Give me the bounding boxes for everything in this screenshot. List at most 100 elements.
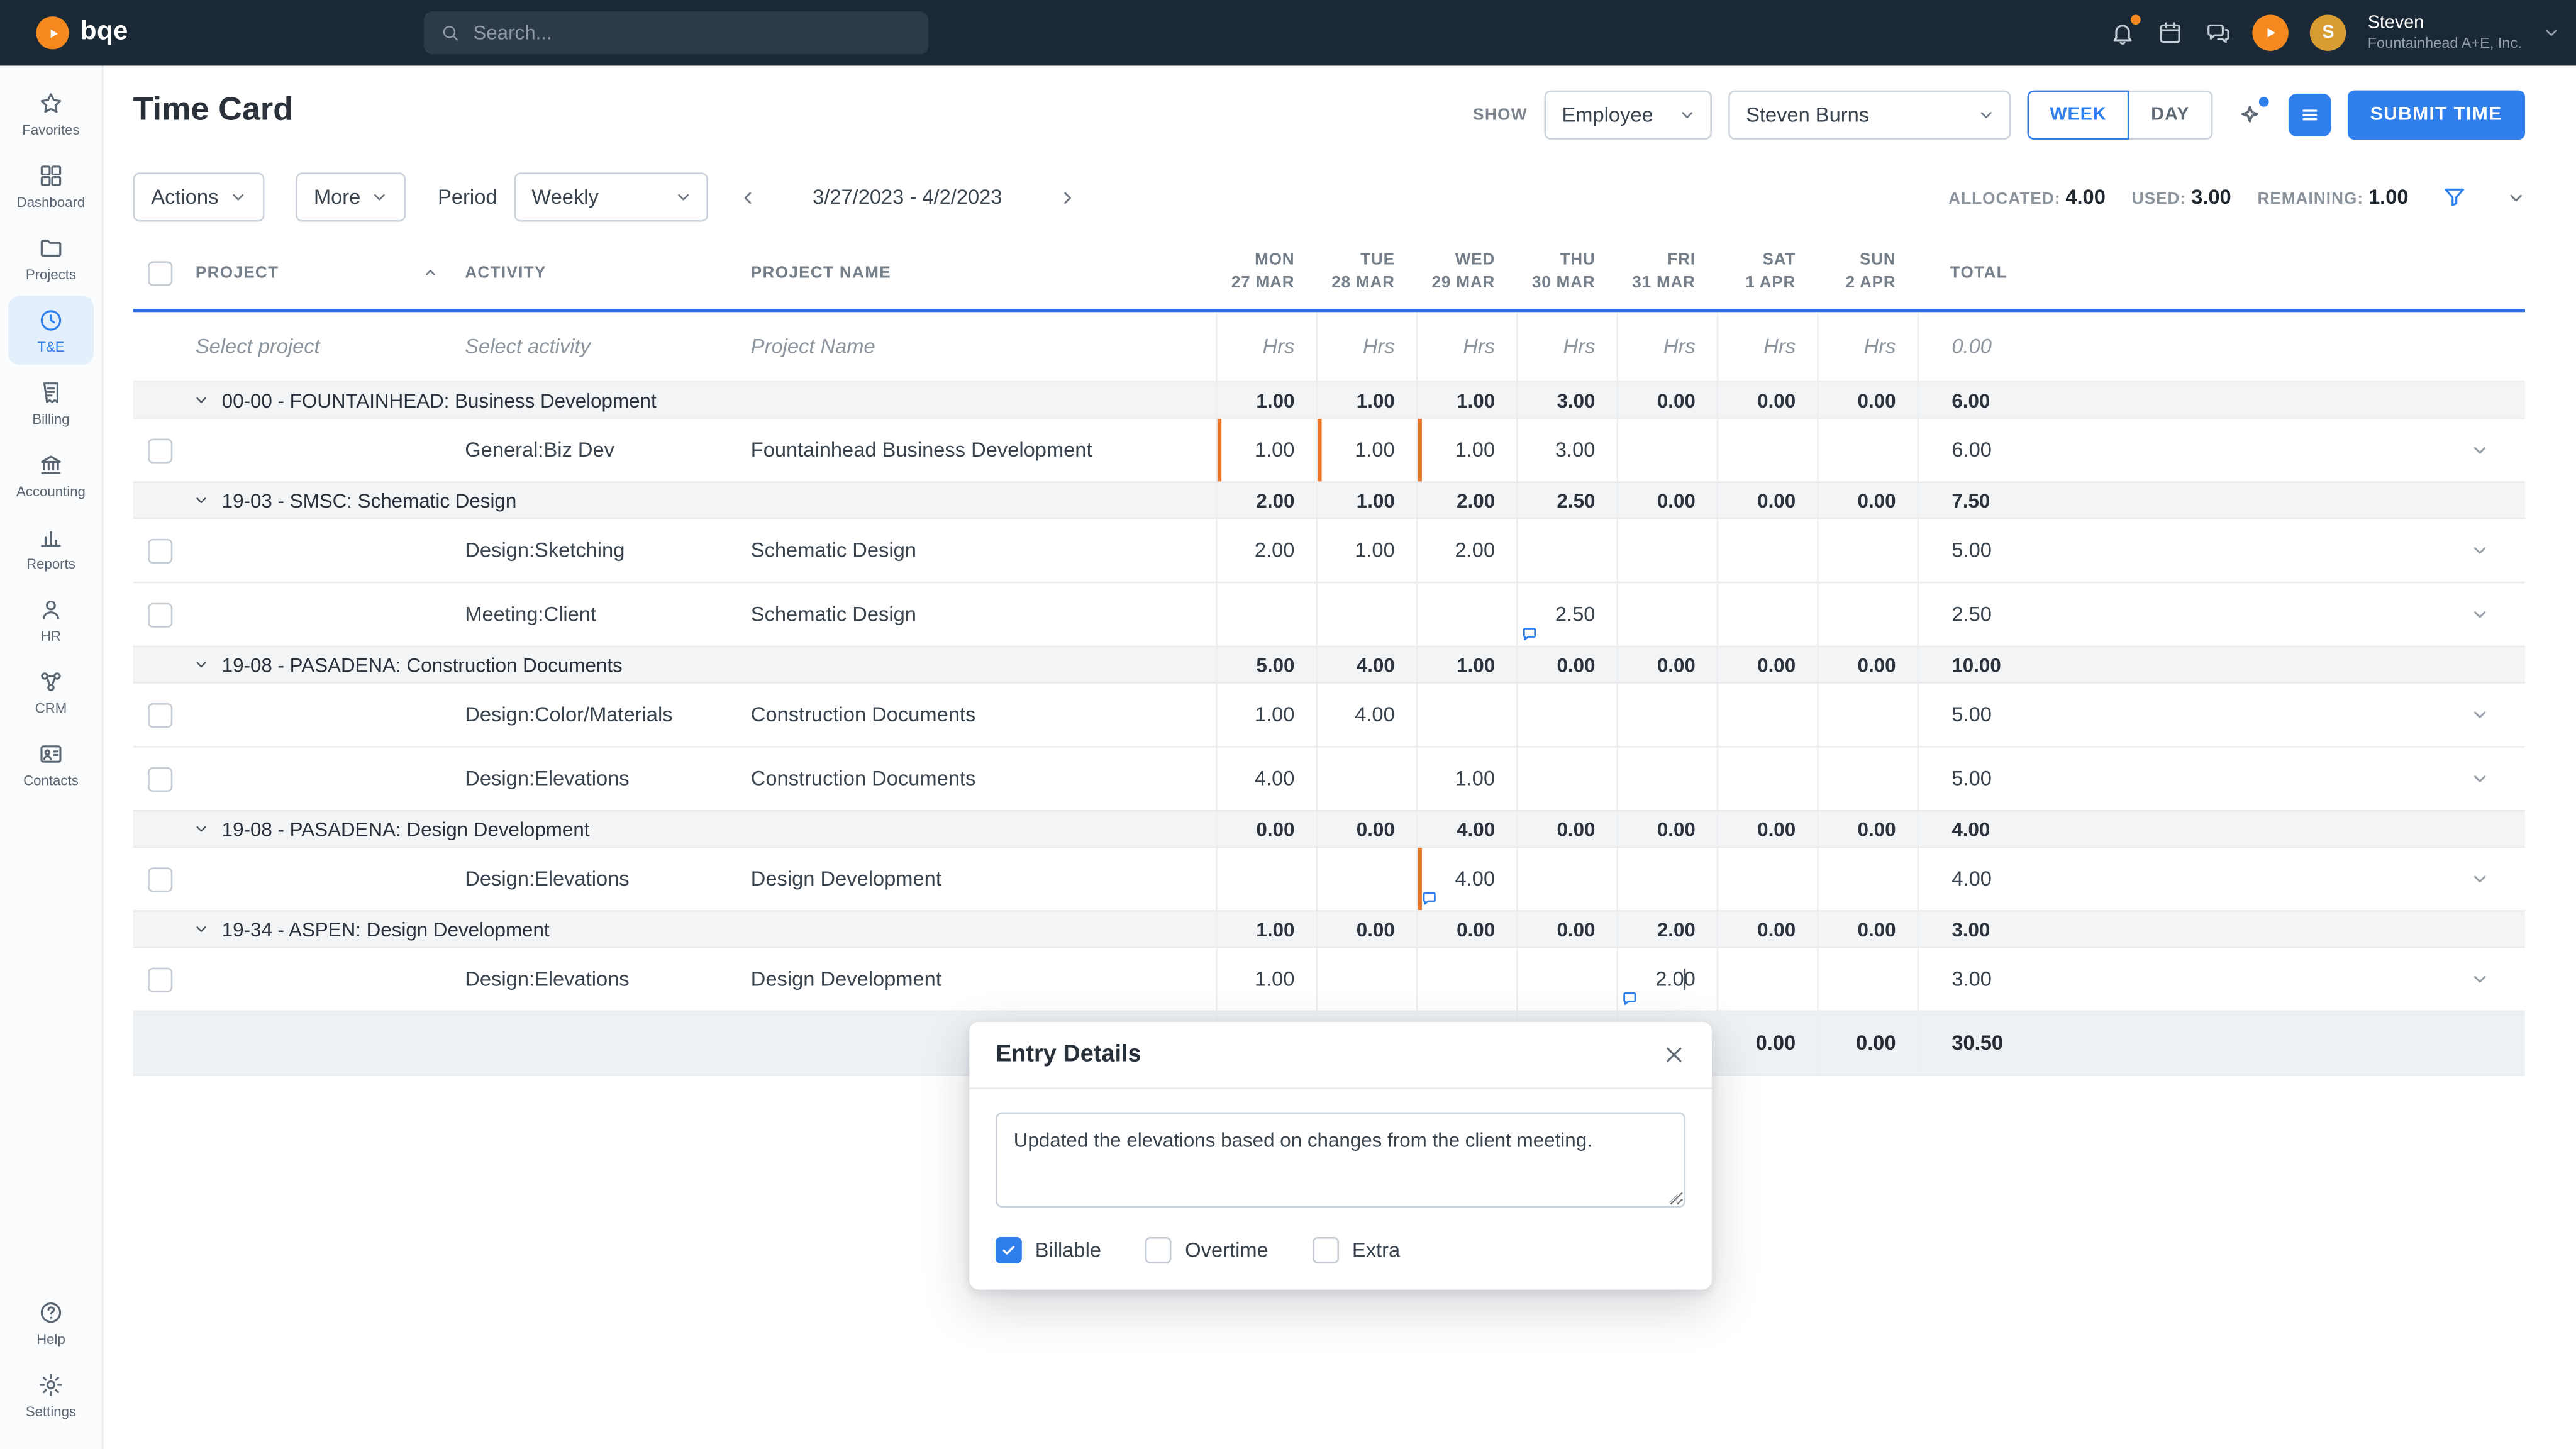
hours-input-cell[interactable]: Hrs <box>1516 312 1616 382</box>
row-checkbox[interactable] <box>148 438 173 463</box>
hours-cell[interactable] <box>1216 847 1316 911</box>
chevron-down-icon[interactable] <box>2471 541 2489 560</box>
hours-cell[interactable] <box>1616 583 1716 646</box>
entry-memo-textarea[interactable]: Updated the elevations based on changes … <box>996 1112 1686 1208</box>
hours-cell[interactable] <box>1516 948 1616 1011</box>
hours-cell[interactable] <box>1616 747 1716 810</box>
note-icon[interactable] <box>1521 626 1538 642</box>
chevron-down-icon[interactable] <box>2471 606 2489 624</box>
row-checkbox[interactable] <box>148 967 173 992</box>
row-checkbox[interactable] <box>148 602 173 627</box>
employee-select[interactable]: Steven Burns <box>1728 90 2011 140</box>
sidebar-item-dashboard[interactable]: Dashboard <box>8 151 94 220</box>
hours-cell[interactable] <box>1616 683 1716 746</box>
hours-cell[interactable] <box>1716 683 1817 746</box>
chevron-down-icon[interactable] <box>2471 706 2489 724</box>
checked-checkbox[interactable] <box>996 1237 1022 1263</box>
hours-cell[interactable] <box>1516 519 1616 582</box>
chevron-down-icon[interactable] <box>194 392 209 408</box>
sidebar-item-help[interactable]: Help <box>8 1288 94 1357</box>
date-range[interactable]: 3/27/2023 - 4/2/2023 <box>813 186 1002 209</box>
calendar-button[interactable] <box>2157 19 2184 46</box>
messages-button[interactable] <box>2205 19 2231 46</box>
brand-logo[interactable]: bqe <box>36 0 128 65</box>
timer-button[interactable] <box>2252 14 2289 51</box>
hours-cell[interactable] <box>1616 847 1716 911</box>
sidebar-item-hr[interactable]: HR <box>8 585 94 654</box>
hours-input-cell[interactable]: Hrs <box>1716 312 1817 382</box>
chevron-down-icon[interactable] <box>2471 970 2489 989</box>
hours-cell[interactable] <box>1716 847 1817 911</box>
previous-week-button[interactable] <box>730 179 766 215</box>
hours-cell[interactable] <box>1416 948 1516 1011</box>
hours-cell[interactable]: 4.00 <box>1316 683 1416 746</box>
hours-cell[interactable]: 1.00 <box>1216 948 1316 1011</box>
chevron-down-icon[interactable] <box>194 657 209 672</box>
chevron-down-icon[interactable] <box>194 493 209 508</box>
hours-cell[interactable]: 1.00 <box>1216 419 1316 482</box>
hours-cell[interactable]: 2.50 <box>1516 583 1616 646</box>
row-checkbox[interactable] <box>148 866 173 892</box>
note-icon[interactable] <box>1621 991 1638 1007</box>
hours-cell[interactable] <box>1716 419 1817 482</box>
hours-cell[interactable] <box>1716 519 1817 582</box>
show-by-select[interactable]: Employee <box>1543 90 1712 140</box>
hours-cell[interactable] <box>1817 519 1917 582</box>
hours-cell[interactable] <box>1316 948 1416 1011</box>
chevron-down-icon[interactable] <box>2507 188 2525 206</box>
hours-cell[interactable] <box>1316 583 1416 646</box>
hours-cell[interactable]: 1.00 <box>1416 419 1516 482</box>
chevron-down-icon[interactable] <box>2471 441 2489 459</box>
sidebar-item-contacts[interactable]: Contacts <box>8 730 94 799</box>
checkbox-extra[interactable]: Extra <box>1313 1237 1400 1263</box>
hours-cell[interactable] <box>1616 519 1716 582</box>
sidebar-item-billing[interactable]: Billing <box>8 368 94 437</box>
hours-cell[interactable] <box>1817 583 1917 646</box>
hours-cell[interactable]: 2.00 <box>1616 948 1716 1011</box>
close-icon[interactable] <box>1663 1043 1686 1067</box>
favorites-shortcut-button[interactable] <box>2229 94 2272 136</box>
hours-cell[interactable]: 2.00 <box>1216 519 1316 582</box>
chevron-down-icon[interactable] <box>2543 25 2560 41</box>
checkbox-overtime[interactable]: Overtime <box>1145 1237 1269 1263</box>
more-button[interactable]: More <box>296 172 407 222</box>
search-input[interactable] <box>473 21 912 45</box>
sidebar-item-crm[interactable]: CRM <box>8 657 94 726</box>
hours-cell[interactable]: 4.00 <box>1216 747 1316 810</box>
chevron-down-icon[interactable] <box>2471 870 2489 888</box>
hours-input-cell[interactable]: Hrs <box>1616 312 1716 382</box>
hours-input-cell[interactable]: Hrs <box>1216 312 1316 382</box>
select-all-checkbox[interactable] <box>148 260 173 286</box>
unchecked-checkbox[interactable] <box>1313 1237 1340 1263</box>
hours-cell[interactable] <box>1316 747 1416 810</box>
filter-icon[interactable] <box>2441 184 2468 211</box>
chevron-down-icon[interactable] <box>2471 770 2489 788</box>
sidebar-item-favorites[interactable]: Favorites <box>8 79 94 148</box>
sidebar-item-t-e[interactable]: T&E <box>8 296 94 365</box>
period-select[interactable]: Weekly <box>513 172 708 222</box>
hours-cell[interactable] <box>1516 683 1616 746</box>
sidebar-item-reports[interactable]: Reports <box>8 513 94 582</box>
note-icon[interactable] <box>1421 891 1438 907</box>
hours-cell[interactable] <box>1817 948 1917 1011</box>
submit-time-button[interactable]: SUBMIT TIME <box>2347 90 2526 140</box>
hours-cell[interactable]: 3.00 <box>1516 419 1616 482</box>
notifications-button[interactable] <box>2110 14 2141 46</box>
chevron-down-icon[interactable] <box>194 921 209 936</box>
unchecked-checkbox[interactable] <box>1145 1237 1172 1263</box>
hours-cell[interactable]: 2.00 <box>1416 519 1516 582</box>
sidebar-item-settings[interactable]: Settings <box>8 1360 94 1430</box>
week-toggle[interactable]: WEEK <box>2026 90 2130 140</box>
hours-cell[interactable] <box>1216 583 1316 646</box>
hours-cell[interactable] <box>1416 583 1516 646</box>
hours-cell[interactable] <box>1416 683 1516 746</box>
hours-cell[interactable] <box>1616 419 1716 482</box>
hours-cell[interactable] <box>1817 683 1917 746</box>
select-project-placeholder[interactable]: Select project <box>195 335 320 358</box>
user-menu[interactable]: Steven Fountainhead A+E, Inc. <box>2368 13 2522 53</box>
hours-input-cell[interactable]: Hrs <box>1316 312 1416 382</box>
avatar[interactable]: S <box>2310 14 2346 51</box>
list-view-button[interactable] <box>2288 93 2331 136</box>
sidebar-item-accounting[interactable]: Accounting <box>8 440 94 509</box>
hours-input-cell[interactable]: Hrs <box>1416 312 1516 382</box>
